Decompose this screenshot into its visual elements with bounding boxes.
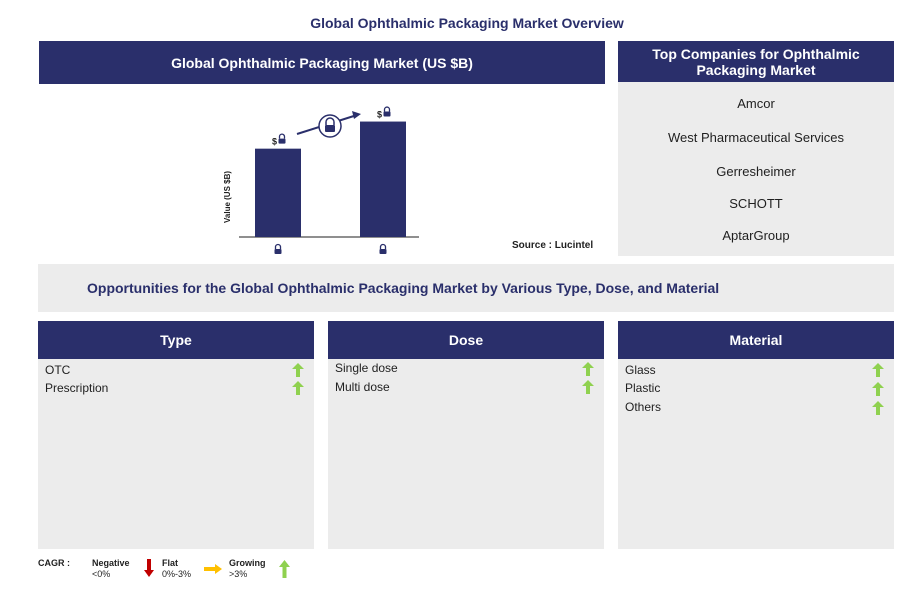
market-chart-header: Global Ophthalmic Packaging Market (US $… — [39, 41, 605, 84]
growth-arrow-icon — [582, 362, 594, 376]
category-lock-icon — [379, 243, 387, 254]
bar-value-lock-icon — [278, 133, 286, 144]
bar-value-label: $ — [377, 110, 382, 120]
segment-header: Dose — [328, 321, 604, 359]
legend-growing-range: >3% — [229, 569, 248, 579]
growth-lock-icon — [318, 114, 342, 138]
segment-header: Type — [38, 321, 314, 359]
growth-arrow-icon — [872, 363, 884, 377]
bar-value-label: $ — [272, 137, 277, 147]
segment-item: Single dose — [335, 361, 398, 375]
company-item: AptarGroup — [722, 228, 790, 243]
decline-arrow-icon — [144, 559, 154, 577]
y-axis-label: Value (US $B) — [223, 171, 232, 223]
segment-item: Glass — [625, 363, 656, 377]
market-chart: Value (US $B) $ $ — [39, 84, 605, 260]
segment-panel-dose: Dose Single dose Multi dose — [328, 321, 604, 549]
growth-arrow-icon — [292, 381, 304, 395]
companies-panel: Amcor West Pharmaceutical Services Gerre… — [618, 82, 894, 256]
market-bar-chart: Value (US $B) $ $ — [223, 106, 419, 254]
bar-value-lock-icon — [383, 106, 391, 117]
category-lock-icon — [274, 243, 282, 254]
segment-panel-material: Material Glass Plastic Others — [618, 321, 894, 549]
legend-negative-range: <0% — [92, 569, 111, 579]
legend-flat-label: Flat — [162, 558, 179, 568]
growth-arrow-icon — [872, 401, 884, 415]
company-item: Gerresheimer — [716, 164, 796, 179]
segment-item: Prescription — [45, 381, 109, 395]
growth-arrow-icon — [279, 560, 290, 578]
segment-item: Others — [625, 400, 662, 414]
growth-arrow-icon — [292, 363, 304, 377]
growth-arrow-icon — [582, 380, 594, 394]
bar-2 — [360, 121, 406, 237]
company-item: SCHOTT — [729, 196, 783, 211]
segment-item: Multi dose — [335, 380, 390, 394]
segment-header: Material — [618, 321, 894, 359]
cagr-legend: CAGR : Negative <0% Flat 0%-3% Growing >… — [38, 555, 338, 585]
growth-arrow-icon — [872, 382, 884, 396]
source-label: Source : Lucintel — [512, 240, 594, 251]
segment-item: Plastic — [625, 381, 661, 395]
company-item: West Pharmaceutical Services — [667, 130, 845, 145]
page-title: Global Ophthalmic Packaging Market Overv… — [310, 15, 624, 31]
companies-header: Top Companies for Ophthalmic Packaging M… — [618, 41, 894, 82]
company-item: Amcor — [737, 96, 775, 111]
legend-growing-label: Growing — [229, 558, 266, 568]
legend-flat-range: 0%-3% — [162, 569, 192, 579]
segment-item: OTC — [45, 363, 71, 377]
opportunities-title: Opportunities for the Global Ophthalmic … — [38, 264, 894, 312]
legend-negative-label: Negative — [92, 558, 130, 568]
bar-1 — [255, 148, 301, 237]
segment-panel-type: Type OTC Prescription — [38, 321, 314, 549]
cagr-label: CAGR : — [38, 558, 70, 568]
flat-arrow-icon — [204, 564, 222, 574]
